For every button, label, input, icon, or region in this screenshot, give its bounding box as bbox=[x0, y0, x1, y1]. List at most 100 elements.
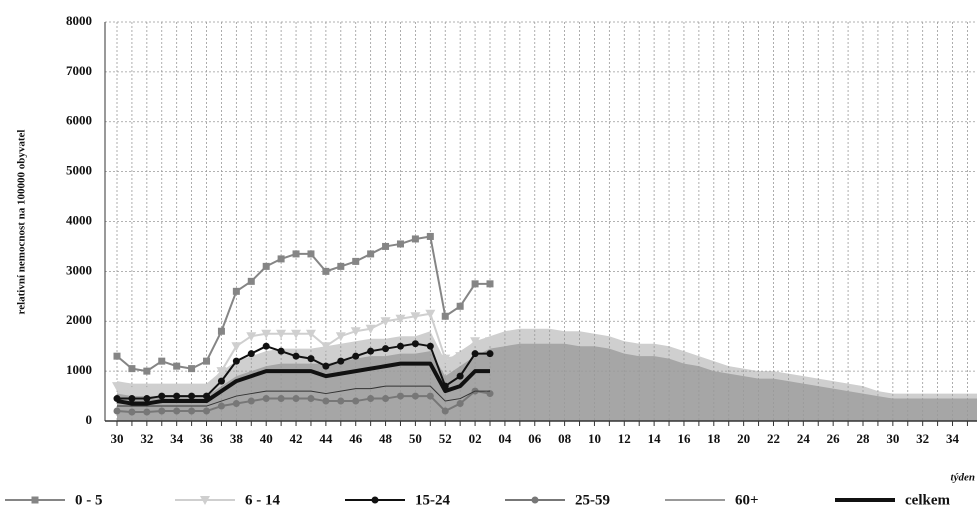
point bbox=[232, 287, 240, 295]
point bbox=[411, 340, 419, 348]
point bbox=[425, 309, 436, 319]
point bbox=[470, 337, 481, 347]
legend-label: celkem bbox=[905, 492, 950, 508]
point bbox=[128, 395, 136, 403]
x-tick-label: 46 bbox=[349, 431, 363, 446]
point bbox=[128, 365, 136, 373]
point bbox=[112, 382, 122, 392]
point bbox=[158, 407, 166, 415]
point bbox=[292, 250, 300, 258]
y-tick-label: 3000 bbox=[66, 262, 92, 277]
x-tick-label: 06 bbox=[528, 431, 542, 446]
x-tick-label: 22 bbox=[767, 431, 780, 446]
point bbox=[173, 362, 181, 370]
point bbox=[217, 402, 225, 410]
x-tick-label: 08 bbox=[558, 431, 572, 446]
point bbox=[188, 392, 196, 400]
point bbox=[426, 232, 434, 240]
point bbox=[440, 354, 451, 364]
point bbox=[143, 408, 151, 416]
point bbox=[455, 352, 466, 362]
point bbox=[113, 352, 121, 360]
point bbox=[352, 397, 360, 405]
series-line bbox=[117, 385, 490, 407]
point bbox=[292, 352, 300, 360]
x-tick-label: 34 bbox=[170, 431, 184, 446]
point bbox=[141, 387, 152, 397]
point bbox=[486, 390, 494, 398]
point bbox=[247, 277, 255, 285]
point bbox=[320, 342, 331, 352]
point bbox=[143, 367, 151, 375]
x-tick-label: 40 bbox=[260, 431, 273, 446]
legend-label: 6 - 14 bbox=[245, 492, 280, 508]
point bbox=[143, 395, 151, 403]
legend-marker bbox=[31, 496, 39, 504]
x-tick-label: 32 bbox=[916, 431, 929, 446]
x-tick-label: 28 bbox=[857, 431, 871, 446]
legend-label: 15-24 bbox=[415, 492, 450, 508]
point bbox=[441, 407, 449, 415]
point bbox=[441, 312, 449, 320]
point bbox=[486, 350, 494, 358]
y-tick-label: 7000 bbox=[66, 63, 92, 78]
point bbox=[337, 397, 345, 405]
x-tick-label: 34 bbox=[946, 431, 960, 446]
point bbox=[365, 324, 376, 334]
point bbox=[247, 350, 255, 358]
point bbox=[382, 345, 390, 353]
point bbox=[367, 250, 375, 258]
point bbox=[232, 400, 240, 408]
point bbox=[352, 352, 360, 360]
point bbox=[158, 392, 166, 400]
point bbox=[367, 395, 375, 403]
point bbox=[380, 317, 391, 327]
point bbox=[337, 262, 345, 270]
point bbox=[262, 342, 270, 350]
x-tick-label: 50 bbox=[409, 431, 422, 446]
point bbox=[246, 332, 257, 342]
point bbox=[292, 395, 300, 403]
x-tick-label: 04 bbox=[498, 431, 512, 446]
x-tick-label: 18 bbox=[707, 431, 721, 446]
point bbox=[471, 280, 479, 288]
x-tick-label: 26 bbox=[827, 431, 841, 446]
point bbox=[322, 397, 330, 405]
x-tick-label: 24 bbox=[797, 431, 811, 446]
point bbox=[352, 257, 360, 265]
y-axis-label: relativní nemocnost na 100000 obyvatel bbox=[16, 130, 28, 315]
point bbox=[322, 362, 330, 370]
x-tick-label: 10 bbox=[588, 431, 601, 446]
point bbox=[411, 235, 419, 243]
legend-marker bbox=[371, 496, 379, 504]
x-tick-label: 14 bbox=[648, 431, 662, 446]
point bbox=[471, 350, 479, 358]
legend-label: 0 - 5 bbox=[75, 492, 103, 508]
point bbox=[410, 312, 421, 322]
point bbox=[277, 255, 285, 263]
legend-label: 25-59 bbox=[575, 492, 610, 508]
x-tick-label: 16 bbox=[677, 431, 691, 446]
point bbox=[396, 240, 404, 248]
point bbox=[261, 329, 272, 339]
point bbox=[262, 395, 270, 403]
x-tick-label: 52 bbox=[439, 431, 452, 446]
point bbox=[426, 392, 434, 400]
x-tick-label: 02 bbox=[469, 431, 482, 446]
point bbox=[156, 384, 167, 394]
legend-marker bbox=[531, 496, 539, 504]
y-tick-label: 8000 bbox=[66, 13, 92, 28]
point bbox=[186, 384, 197, 394]
point bbox=[188, 365, 196, 373]
point bbox=[173, 392, 181, 400]
point bbox=[396, 392, 404, 400]
x-tick-label: 30 bbox=[111, 431, 124, 446]
point bbox=[350, 327, 361, 337]
point bbox=[382, 395, 390, 403]
x-tick-label: 32 bbox=[140, 431, 153, 446]
point bbox=[291, 329, 302, 339]
point bbox=[335, 332, 346, 342]
point bbox=[382, 242, 390, 250]
legend-label: 60+ bbox=[735, 492, 759, 508]
